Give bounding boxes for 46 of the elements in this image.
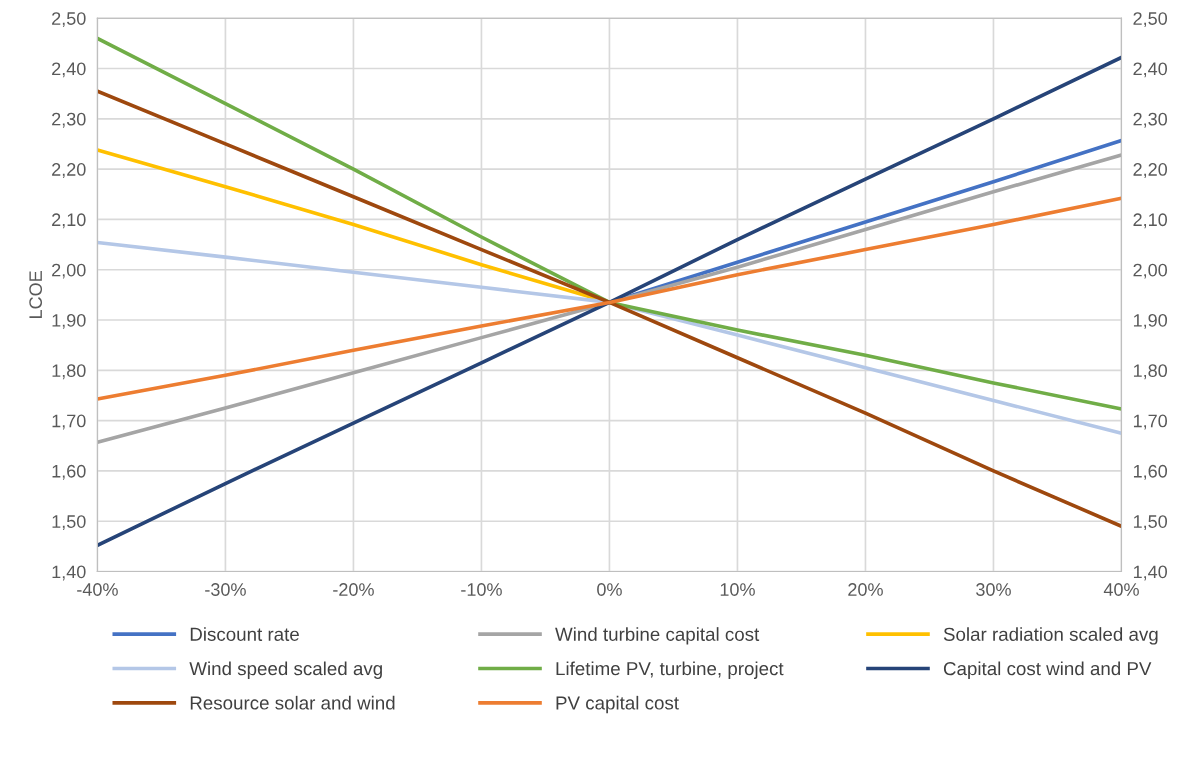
x-tick-label: 30% bbox=[976, 583, 1011, 596]
y2-tick-label: 2,10 bbox=[1133, 213, 1168, 229]
y-tick-label: 1,50 bbox=[52, 515, 86, 531]
x-tick-label: -40% bbox=[77, 583, 118, 596]
line-series bbox=[97, 153, 1122, 445]
y2-tick-label: 1,70 bbox=[1133, 414, 1168, 430]
y-tick-label: 2,30 bbox=[52, 112, 86, 128]
legend-label: Solar radiation scaled avg bbox=[943, 627, 1158, 645]
line-series bbox=[97, 240, 1122, 436]
y-tick-label: 2,20 bbox=[52, 163, 86, 178]
x-tick-label: -30% bbox=[205, 583, 246, 596]
y-tick-label: 2,00 bbox=[52, 263, 86, 279]
y2-tick-label: 1,60 bbox=[1133, 464, 1168, 480]
y-axis-title: LCOE bbox=[29, 271, 43, 318]
x-tick-label: -20% bbox=[333, 583, 374, 596]
legend-label: Wind speed scaled avg bbox=[189, 661, 382, 679]
y-tick-label: 1,40 bbox=[52, 565, 86, 581]
x-tick-label: 0% bbox=[597, 583, 622, 596]
y2-tick-label: 2,40 bbox=[1133, 62, 1168, 78]
y2-tick-label: 1,40 bbox=[1133, 565, 1168, 581]
legend-label: Resource solar and wind bbox=[190, 695, 395, 710]
y-tick-label: 2,40 bbox=[52, 62, 86, 78]
y2-tick-label: 2,20 bbox=[1133, 163, 1168, 178]
y2-tick-label: 2,00 bbox=[1133, 263, 1168, 279]
legend-label: Wind turbine capital cost bbox=[555, 627, 760, 645]
y2-tick-label: 2,50 bbox=[1133, 12, 1168, 28]
line-series bbox=[97, 36, 1122, 411]
y2-tick-label: 2,30 bbox=[1133, 112, 1168, 128]
line-series bbox=[97, 196, 1122, 401]
y-tick-label: 2,50 bbox=[52, 12, 86, 28]
x-tick-label: -10% bbox=[461, 583, 502, 596]
y-tick-label: 1,90 bbox=[52, 313, 86, 329]
y-tick-label: 1,80 bbox=[52, 364, 86, 380]
legend-label: Capital cost wind and PV bbox=[943, 661, 1152, 679]
y2-tick-label: 1,90 bbox=[1133, 313, 1168, 329]
x-tick-label: 20% bbox=[848, 583, 883, 596]
legend-label: Lifetime PV, turbine, project bbox=[556, 661, 784, 679]
y-tick-label: 2,10 bbox=[52, 213, 86, 229]
y-tick-label: 1,60 bbox=[52, 464, 86, 480]
y-tick-label: 1,70 bbox=[52, 414, 86, 430]
legend-label: Discount rate bbox=[190, 627, 299, 641]
x-tick-label: 10% bbox=[720, 583, 755, 596]
y2-tick-label: 1,80 bbox=[1133, 364, 1168, 380]
legend-label: PV capital cost bbox=[556, 695, 679, 714]
x-tick-label: 40% bbox=[1103, 583, 1139, 596]
y2-tick-label: 1,50 bbox=[1133, 515, 1168, 531]
